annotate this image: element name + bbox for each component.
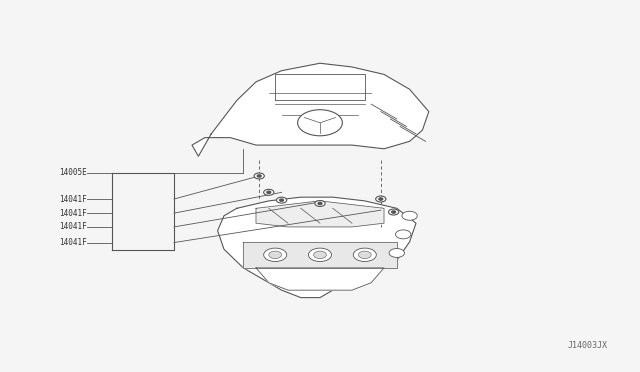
Text: J14003JX: J14003JX [568,341,608,350]
Circle shape [267,191,271,193]
Circle shape [353,248,376,262]
Circle shape [379,198,383,200]
Circle shape [276,197,287,203]
Text: 14041F: 14041F [59,222,86,231]
Circle shape [308,248,332,262]
Circle shape [358,251,371,259]
Circle shape [280,199,284,201]
Circle shape [254,173,264,179]
Circle shape [376,196,386,202]
Circle shape [389,248,404,257]
Circle shape [269,251,282,259]
Circle shape [264,248,287,262]
Circle shape [315,201,325,206]
Text: 14041F: 14041F [59,238,86,247]
Polygon shape [218,197,416,298]
Text: 14041F: 14041F [59,209,86,218]
Circle shape [264,189,274,195]
Text: 14041F: 14041F [59,195,86,203]
Circle shape [396,230,411,239]
Circle shape [318,202,322,205]
Polygon shape [256,268,384,290]
Polygon shape [243,242,397,268]
Polygon shape [192,63,429,156]
Circle shape [314,251,326,259]
Circle shape [402,211,417,220]
Circle shape [392,211,396,213]
Polygon shape [256,201,384,227]
Circle shape [388,209,399,215]
Circle shape [298,110,342,136]
Circle shape [257,175,261,177]
Text: 14005E: 14005E [59,169,86,177]
